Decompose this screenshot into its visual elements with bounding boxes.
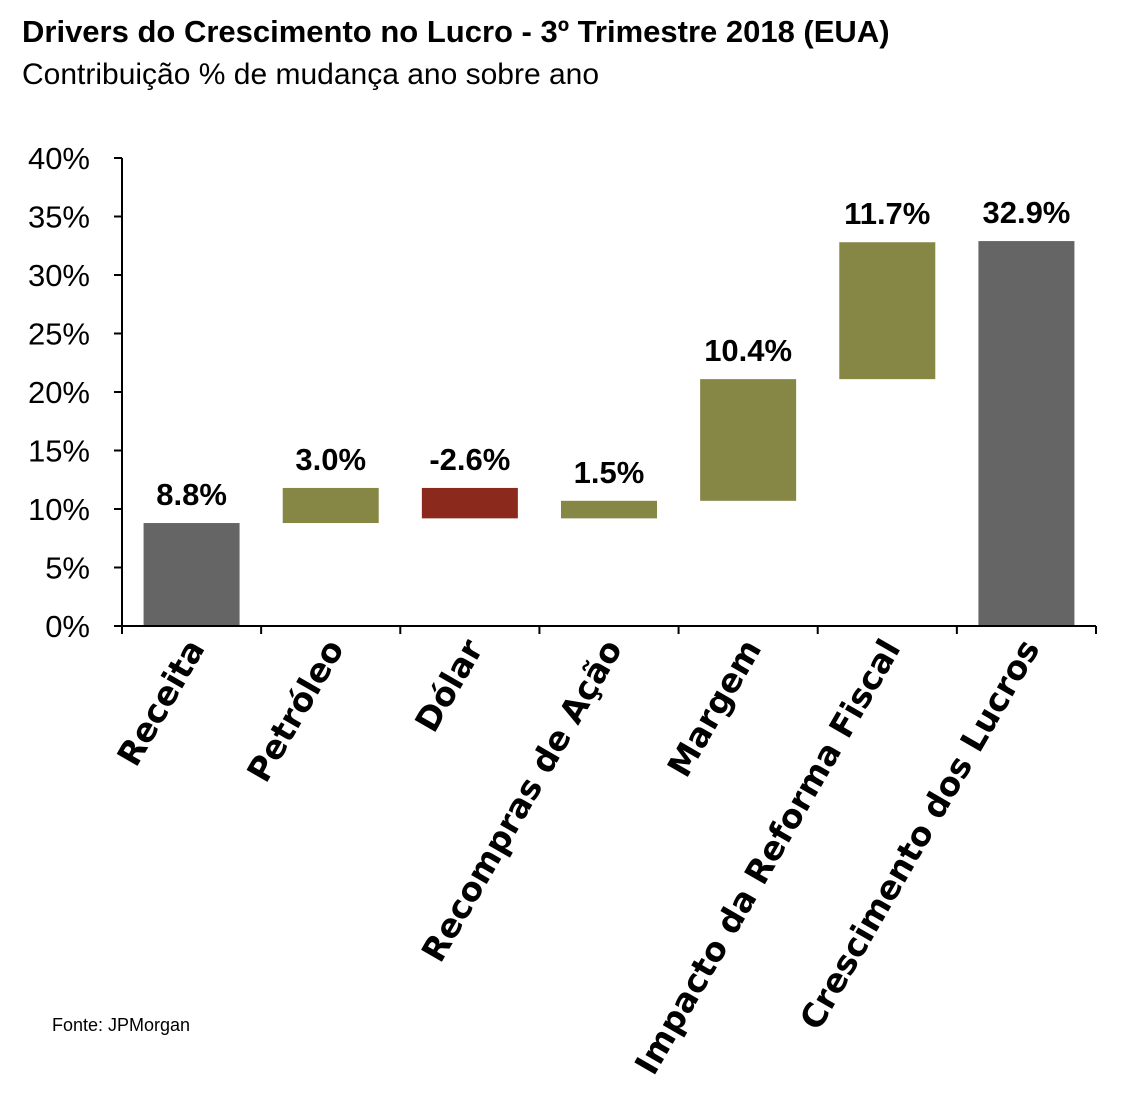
category-label-0: Receita — [109, 633, 212, 773]
y-tick-label-8: 40% — [28, 141, 90, 176]
y-tick-label-0: 0% — [45, 609, 90, 644]
y-tick-label-1: 5% — [45, 551, 90, 586]
data-label-2: -2.6% — [429, 442, 510, 477]
y-tick-label-4: 20% — [28, 375, 90, 410]
bar-1 — [282, 487, 379, 524]
y-tick-label-3: 15% — [28, 434, 90, 469]
y-tick-label-2: 10% — [28, 492, 90, 527]
y-tick-label-7: 35% — [28, 200, 90, 235]
bar-4 — [700, 379, 797, 501]
y-tick-label-6: 30% — [28, 258, 90, 293]
y-tick-label-5: 25% — [28, 317, 90, 352]
data-label-1: 3.0% — [295, 442, 366, 477]
data-label-4: 10.4% — [704, 333, 792, 368]
bar-6 — [978, 241, 1075, 626]
category-label-6: Crescimento dos Lucros — [792, 633, 1048, 1037]
chart-subtitle: Contribuição % de mudança ano sobre ano — [22, 58, 600, 91]
category-label-2: Dólar — [407, 632, 491, 739]
bar-0 — [143, 523, 240, 626]
source-note: Fonte: JPMorgan — [52, 1015, 191, 1035]
data-label-6: 32.9% — [982, 195, 1070, 230]
category-label-4: Margem — [659, 633, 769, 784]
category-label-1: Petróleo — [239, 633, 352, 789]
bar-2 — [421, 487, 518, 519]
data-label-3: 1.5% — [574, 455, 645, 490]
bar-5 — [839, 242, 936, 380]
chart-title: Drivers do Crescimento no Lucro - 3º Tri… — [22, 14, 890, 49]
data-label-0: 8.8% — [156, 477, 227, 512]
bar-3 — [561, 500, 657, 519]
data-label-5: 11.7% — [844, 196, 930, 231]
category-label-5: Impacto da Reforma Fiscal — [627, 632, 908, 1080]
